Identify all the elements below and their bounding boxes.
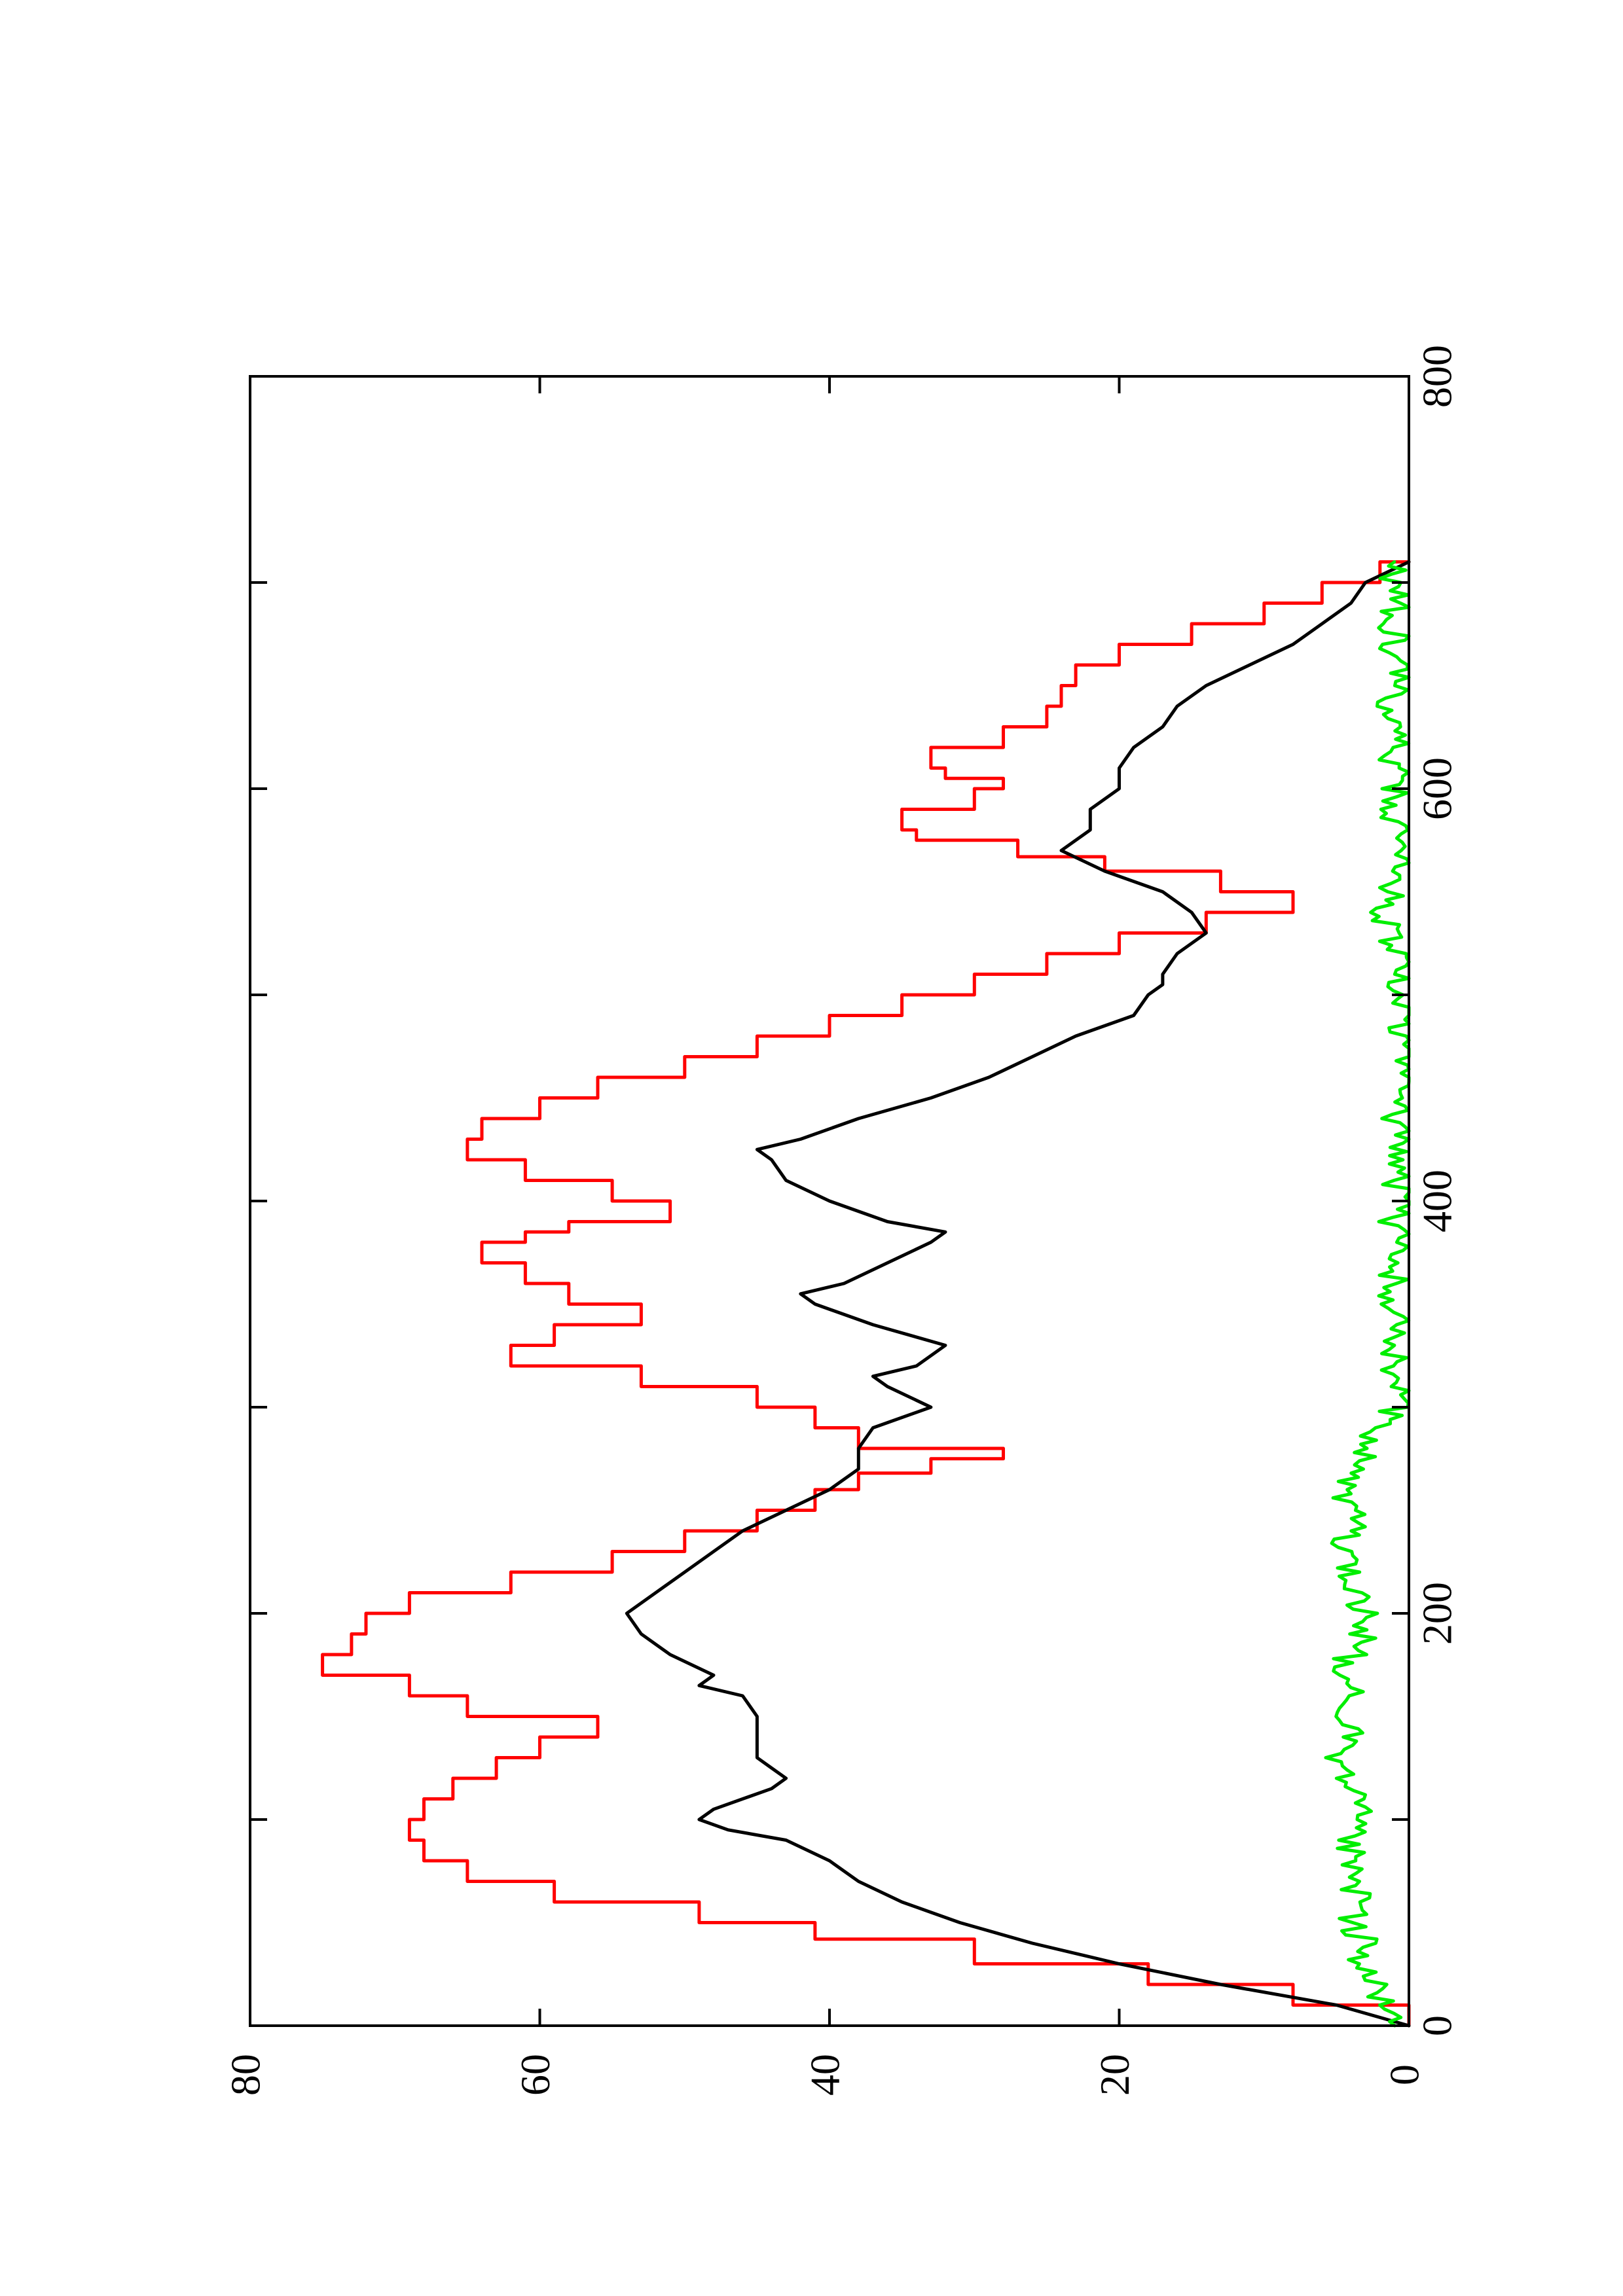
- y-tick-label: 40: [802, 2054, 848, 2096]
- series-line-3: [1324, 560, 1411, 2028]
- y-tick-label: 0: [1381, 2064, 1428, 2085]
- x-tick-label: 0: [1414, 2015, 1461, 2036]
- series-line-2: [625, 560, 1411, 2028]
- y-tick-label: 80: [223, 2054, 269, 2096]
- x-tick-label: 800: [1414, 345, 1461, 408]
- x-tick-label: 200: [1414, 1582, 1461, 1645]
- plot-area: 0 200 400 600 800 0 20 40 60 80: [223, 345, 1461, 2096]
- x-tick-label: 400: [1414, 1170, 1461, 1232]
- series-line-1: [321, 560, 1411, 2028]
- y-tick-label: 20: [1091, 2054, 1138, 2096]
- y-tick-label: 60: [512, 2054, 558, 2096]
- x-tick-label: 600: [1414, 757, 1461, 820]
